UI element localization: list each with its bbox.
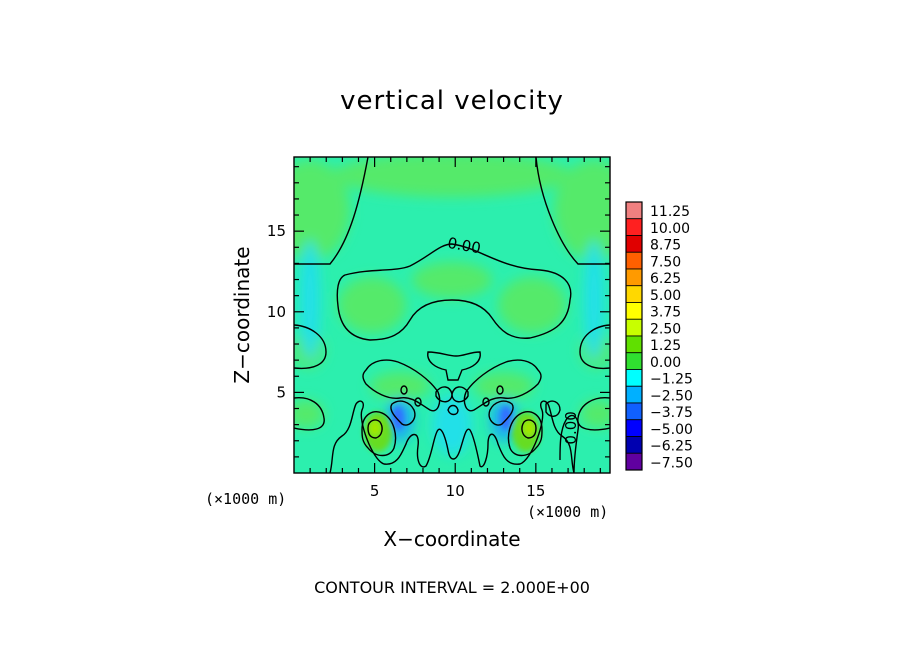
contour-lines <box>294 157 610 473</box>
contour-left-lobe-inner-a <box>400 385 408 395</box>
field-blob <box>412 262 492 298</box>
contour-right-edge <box>579 324 610 370</box>
contour-left-core-2 <box>367 419 383 439</box>
contour-bottom-fingers <box>329 400 575 473</box>
colorbar-swatch <box>625 201 643 220</box>
field-core <box>523 420 535 436</box>
colorbar-label: −7.50 <box>650 455 693 471</box>
contour-left-core-1 <box>361 411 397 457</box>
contour-mid-left-finger <box>390 400 416 426</box>
y-tick-label: 10 <box>267 303 286 321</box>
field-blob <box>474 372 534 400</box>
field-blob <box>370 372 430 400</box>
contour-right-edge-low <box>577 397 610 431</box>
y-tick-label: 15 <box>267 222 286 240</box>
colorbar-frame <box>625 201 643 471</box>
contour-right-core-2 <box>521 419 537 439</box>
colorbar: 11.2510.008.757.506.255.003.752.501.250.… <box>625 201 693 471</box>
colorbar-swatch <box>625 268 643 287</box>
contour-interval-note: CONTOUR INTERVAL = 2.000E+00 <box>314 578 590 597</box>
x-tick-label: 10 <box>446 482 465 500</box>
contour-center-small <box>447 404 459 416</box>
contour-labels: 0.00 0.00 <box>446 234 580 445</box>
contour-left-core-outer <box>294 397 325 431</box>
colorbar-label: −1.25 <box>650 372 693 388</box>
field-blob <box>554 160 610 260</box>
axis-ticks <box>294 157 610 473</box>
colorbar-swatch <box>625 218 643 236</box>
plot-frame <box>293 156 611 474</box>
colorbar-label: 1.25 <box>650 338 681 354</box>
y-tick-label: 5 <box>276 383 286 401</box>
contour-center-cap <box>427 351 481 381</box>
field-blob <box>584 240 604 360</box>
colorbar-swatch <box>625 352 643 370</box>
y-axis-title: Z−coordinate <box>230 246 254 383</box>
field-blob <box>332 157 572 197</box>
contour-mid-right-finger <box>488 400 514 426</box>
colorbar-swatch <box>625 302 643 320</box>
contour-top-right <box>535 157 610 265</box>
field-core <box>392 406 404 430</box>
colorbar-label: 11.25 <box>650 204 690 220</box>
colorbar-swatch <box>625 285 643 303</box>
contour-left-lobe <box>362 359 441 412</box>
contour-right-lobe-inner-a <box>496 385 504 395</box>
colorbar-swatch <box>625 419 643 437</box>
chart-title: vertical velocity <box>340 86 564 116</box>
x-tick-label: 5 <box>370 482 380 500</box>
contour-left-lobe-inner-b <box>414 397 422 407</box>
colorbar-label: −2.50 <box>650 388 693 404</box>
contour-label: 0.00 <box>562 411 580 444</box>
contour-right-finger-top <box>545 400 561 417</box>
field-shading <box>294 157 610 455</box>
contour-top-left <box>294 157 369 265</box>
x-unit-label-right: (×1000 m) <box>527 503 608 521</box>
contour-label: 0.00 <box>446 234 482 258</box>
contour-center-stem-r <box>451 386 469 403</box>
field-blob <box>294 160 350 260</box>
colorbar-label: 10.00 <box>650 221 690 237</box>
field-blob <box>294 400 324 428</box>
colorbar-label: 5.00 <box>650 288 681 304</box>
colorbar-swatch <box>625 452 643 471</box>
colorbar-label: 2.50 <box>650 321 681 337</box>
colorbar-label: 6.25 <box>650 271 681 287</box>
colorbar-swatch <box>625 436 643 454</box>
colorbar-swatch <box>625 335 643 354</box>
colorbar-swatch <box>625 369 643 387</box>
colorbar-label: 7.50 <box>650 254 681 270</box>
field-blob <box>432 395 472 455</box>
contour-right-lobe-inner-b <box>482 397 490 407</box>
colorbar-swatch <box>625 318 643 337</box>
contour-central-upper <box>336 243 572 341</box>
contour-right-lobe <box>463 359 542 412</box>
contour-right-core-1 <box>507 411 543 457</box>
colorbar-label: −6.25 <box>650 439 693 455</box>
contour-right-zero <box>559 414 580 473</box>
velocity-field: 0.00 0.00 <box>294 157 610 473</box>
colorbar-label: −3.75 <box>650 405 693 421</box>
field-core <box>500 406 512 430</box>
x-unit-label-left: (×1000 m) <box>205 490 286 508</box>
contour-left-edge <box>294 324 327 370</box>
field-blob <box>300 240 320 360</box>
colorbar-label: −5.00 <box>650 422 693 438</box>
field-blob <box>338 277 406 333</box>
axis-tick-labels: 5 10 15 5 10 15 <box>267 222 545 500</box>
colorbar-swatch <box>625 235 643 253</box>
x-axis-title: X−coordinate <box>383 527 520 551</box>
colorbar-swatch <box>625 385 643 404</box>
colorbar-label: 3.75 <box>650 305 681 321</box>
field-blob <box>580 400 610 428</box>
colorbar-swatch <box>625 402 643 421</box>
field-blob <box>498 277 566 333</box>
colorbar-swatch <box>625 251 643 270</box>
colorbar-label: 0.00 <box>650 355 681 371</box>
colorbar-label: 8.75 <box>650 238 681 254</box>
x-tick-label: 15 <box>526 482 545 500</box>
field-core <box>369 420 381 436</box>
